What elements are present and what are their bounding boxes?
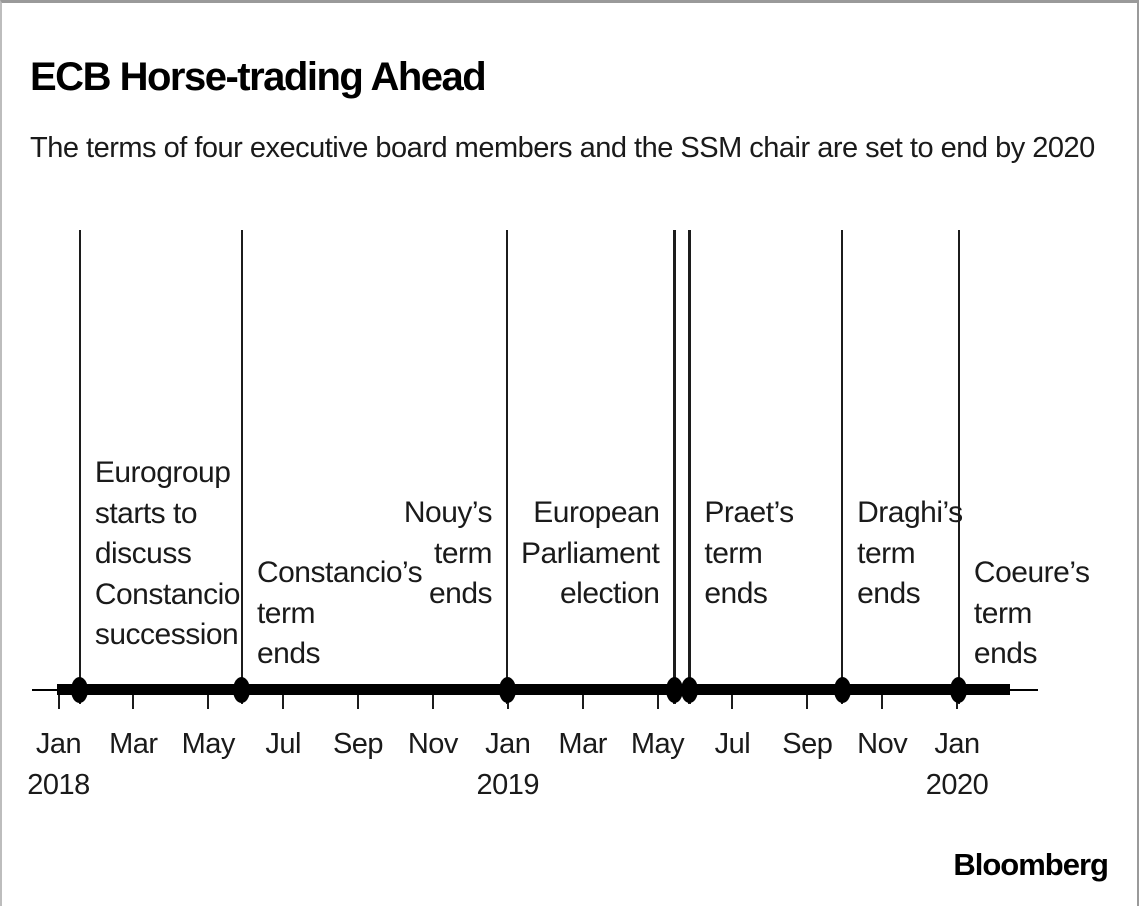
event-label-line: ends	[428, 577, 493, 610]
axis-tick-mar	[132, 695, 135, 709]
axis-tick-jul	[282, 695, 285, 709]
axis-tick-label: May	[630, 728, 685, 760]
axis-tick-label: Nov	[407, 728, 459, 760]
event-label-nouy-term-ends: Nouy’s term ends	[403, 493, 493, 615]
event-label-line: European	[533, 496, 660, 529]
event-label-line: term	[256, 596, 316, 630]
event-label-line: Constancio	[94, 577, 241, 611]
event-line-eu-parliament-election	[673, 230, 676, 704]
event-label-line: term	[973, 596, 1032, 630]
event-label-praet-term-ends: Praet’s term ends	[704, 493, 794, 615]
axis-tick-nov	[881, 695, 884, 709]
event-line-coeure-term-ends	[957, 230, 961, 704]
axis-tick-nov	[431, 695, 434, 709]
event-label-line: Praet’s	[704, 496, 794, 529]
axis-year-label: 2020	[925, 769, 989, 801]
event-dot-nouy-term-ends	[498, 677, 516, 703]
axis-tick-may	[207, 695, 210, 709]
event-label-line: Nouy’s	[403, 496, 493, 529]
event-label-line: Coeure’s	[973, 556, 1090, 589]
page-subtitle: The terms of four executive board member…	[30, 132, 1095, 164]
axis-tick-sep	[806, 695, 809, 709]
event-label-constancio-term-ends: Constancio’s term ends	[256, 553, 423, 675]
axis-tick-jul	[731, 695, 734, 709]
bloomberg-logo: Bloomberg	[953, 847, 1109, 882]
event-label-line: ends	[256, 637, 321, 670]
event-label-line: starts to	[94, 496, 198, 530]
axis-tick-label: Jan	[934, 728, 980, 760]
axis-tick-label: Mar	[558, 728, 607, 760]
axis-tick-sep	[357, 695, 360, 709]
event-label-line: ends	[857, 577, 921, 610]
axis-tick-jan-2018	[57, 695, 60, 709]
axis-tick-label: May	[181, 728, 236, 760]
event-line-draghi-term-ends	[840, 230, 844, 704]
event-label-eurogroup-discussion: Eurogroup starts to discuss Constancio succe…	[94, 453, 241, 656]
event-label-line: term	[704, 536, 763, 570]
event-label-line: term	[857, 536, 916, 570]
axis-bar	[57, 684, 1010, 695]
axis-year-label: 2018	[27, 769, 90, 801]
page-title: ECB Horse-trading Ahead	[30, 55, 487, 99]
event-line-constancio-term-ends	[240, 230, 244, 704]
event-dot-praet-term-ends	[680, 677, 698, 703]
axis-tick-mar	[581, 695, 584, 709]
event-label-line: term	[434, 536, 493, 570]
axis-tick-label: Nov	[857, 728, 908, 760]
event-label-line: ends	[704, 577, 768, 610]
event-label-draghi-term-ends: Draghi’s term ends	[857, 493, 963, 615]
axis-tick-label: Jan	[485, 728, 531, 760]
axis-tick-may	[656, 695, 659, 709]
axis-tick-label: Jan	[35, 728, 82, 760]
event-dot-draghi-term-ends	[833, 677, 851, 703]
event-dot-constancio-term-ends	[233, 677, 251, 703]
event-dot-coeure-term-ends	[950, 677, 968, 703]
axis-tick-label: Sep	[782, 728, 833, 760]
event-label-line: Constancio’s	[256, 556, 423, 589]
event-label-line: Eurogroup	[94, 456, 231, 489]
event-line-eurogroup-discussion	[78, 230, 82, 704]
event-dot-eu-parliament-election	[665, 677, 683, 703]
axis-tick-label: Mar	[109, 728, 158, 760]
event-line-nouy-term-ends	[505, 230, 509, 704]
event-label-line: ends	[973, 637, 1038, 670]
event-line-praet-term-ends	[688, 230, 691, 704]
event-dot-eurogroup-discussion	[71, 677, 89, 703]
axis-tick-label: Jul	[265, 728, 301, 760]
event-label-line: election	[559, 577, 660, 610]
timeline-chart: Jan 2018 Mar May Jul Sep Nov Jan 2019 Mar May Jul Se…	[2, 3, 1137, 906]
event-label-line: Parliament	[520, 536, 660, 570]
event-label-line: discuss	[94, 537, 192, 570]
event-label-line: Draghi’s	[857, 496, 963, 529]
event-label-line: succession	[94, 618, 239, 651]
axis-tick-label: Sep	[332, 728, 384, 760]
event-label-coeure-term-ends: Coeure’s term ends	[974, 553, 1090, 675]
axis-tick-label: Jul	[714, 728, 751, 760]
event-label-eu-parliament-election: European Parliament election	[520, 493, 660, 615]
axis-year-label: 2019	[476, 769, 540, 801]
